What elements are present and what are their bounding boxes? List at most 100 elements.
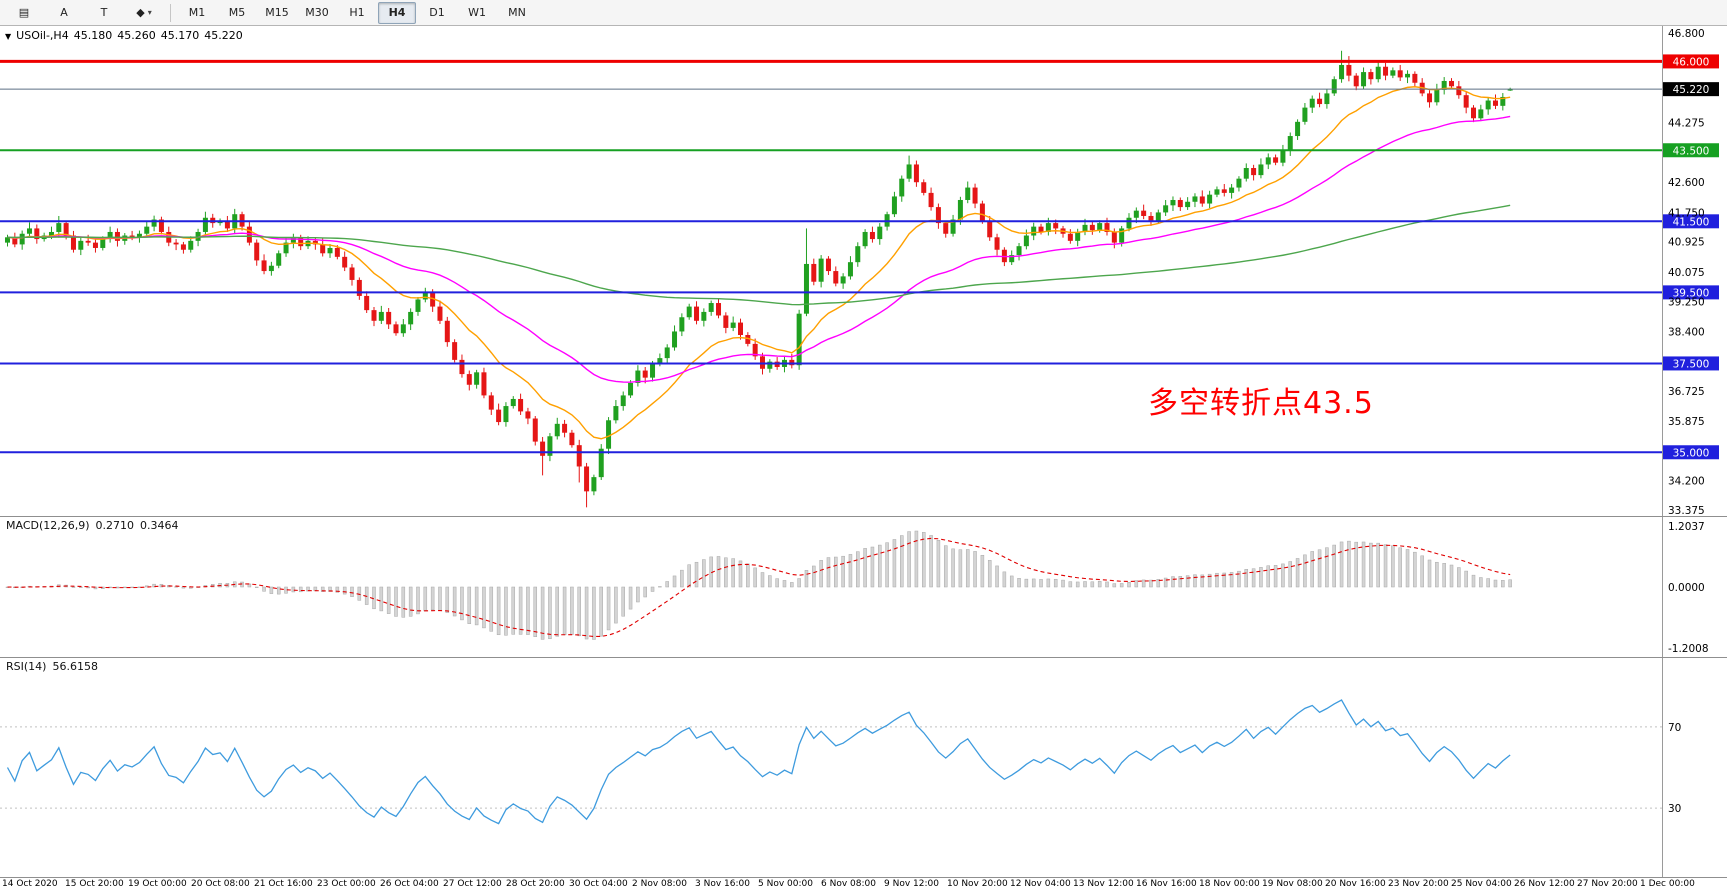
timeframe-button-mn[interactable]: MN <box>508 6 526 19</box>
candle-body <box>1229 187 1235 193</box>
shapes-tool-button[interactable]: ◆ ▾ <box>125 2 163 24</box>
macd-histogram-bar <box>848 554 853 588</box>
time-axis-label: 23 Nov 20:00 <box>1388 879 1449 889</box>
macd-histogram-bar <box>548 586 552 639</box>
text-tool-button[interactable]: A <box>45 2 83 24</box>
candle-body <box>173 242 179 245</box>
candle-body <box>825 258 831 272</box>
candle-body <box>129 235 135 238</box>
timeframe-button-h4[interactable]: H4 <box>378 1 416 24</box>
candle-body <box>1309 98 1315 108</box>
macd-panel[interactable]: 1.2037 0.0000 -1.2008 MACD(12,26,9) 0.2710 0… <box>0 517 1727 657</box>
candle-body <box>1221 189 1227 193</box>
time-axis-label: 13 Nov 12:00 <box>1073 879 1134 889</box>
moving-average-40-line[interactable] <box>7 115 1511 383</box>
macd-histogram-bar <box>1222 572 1227 588</box>
candle-body <box>400 324 406 334</box>
rsi-level-label: 30 <box>1668 803 1681 815</box>
text-label-tool-button[interactable]: T <box>85 2 123 24</box>
candle-body <box>342 256 348 268</box>
macd-histogram-bar <box>914 530 919 588</box>
candle-body <box>1441 80 1447 90</box>
candle-body <box>283 242 289 254</box>
panel-separator[interactable] <box>0 516 1727 517</box>
macd-histogram-bar <box>1149 579 1153 588</box>
macd-histogram-bar <box>570 586 574 635</box>
rsi-canvas[interactable]: 70 30 <box>0 658 1727 877</box>
macd-histogram-bar <box>511 586 516 635</box>
chart-annotation-text[interactable]: 多空转折点43.5 <box>1148 386 1374 421</box>
drawing-tools-button[interactable]: ▤ <box>5 2 43 24</box>
macd-histogram-bar <box>738 560 743 588</box>
candle-body <box>19 233 25 245</box>
time-axis[interactable]: 14 Oct 2020 15 Oct 20:00 19 Oct 00:00 20 Oc… <box>0 878 1727 892</box>
candle-body <box>437 306 443 321</box>
candle-body <box>716 303 722 316</box>
timeframe-button-w1[interactable]: W1 <box>468 6 486 19</box>
candle-body <box>723 315 729 328</box>
macd-histogram-bar <box>1046 578 1051 588</box>
candle-body <box>840 276 846 284</box>
timeframe-button-d1[interactable]: D1 <box>429 6 445 19</box>
price-tick-label: 33.375 <box>1668 505 1705 516</box>
candle-body <box>965 187 971 200</box>
moving-average-170-line[interactable] <box>7 204 1511 306</box>
candle-body <box>1133 210 1139 218</box>
macd-histogram-bar <box>680 569 684 588</box>
macd-histogram-bar <box>1215 572 1219 588</box>
candle-body <box>818 258 824 282</box>
candle-body <box>994 237 1000 250</box>
macd-histogram-bar <box>1339 541 1344 588</box>
timeframe-button-m1[interactable]: M1 <box>188 6 206 19</box>
rsi-line <box>6 699 1511 825</box>
candle-body <box>738 322 743 336</box>
price-tick-label: 40.075 <box>1668 267 1705 279</box>
macd-indicator-label: MACD(12,26,9) <box>6 519 90 532</box>
candle-body <box>591 477 597 492</box>
macd-histogram-bar <box>1112 583 1117 588</box>
candle-body <box>430 292 436 307</box>
candle-body <box>1243 168 1249 179</box>
macd-canvas[interactable]: 1.2037 0.0000 -1.2008 <box>0 517 1727 657</box>
macd-histogram-bar <box>1413 551 1417 588</box>
macd-histogram-bar <box>1479 577 1483 588</box>
timeframe-button-m30[interactable]: M30 <box>305 6 329 19</box>
candle-body <box>298 237 304 247</box>
price-line-badge-label: 41.500 <box>1673 216 1710 228</box>
candle-body <box>833 271 839 284</box>
candle-body <box>1023 235 1029 247</box>
macd-histogram-bar <box>1303 554 1307 588</box>
candle-body <box>730 322 736 328</box>
rsi-panel[interactable]: 70 30 RSI(14) 56.6158 <box>0 658 1727 877</box>
candle-body <box>180 244 186 250</box>
panel-separator[interactable] <box>0 877 1727 878</box>
timeframe-button-m5[interactable]: M5 <box>228 6 246 19</box>
macd-histogram-bar <box>1354 541 1358 588</box>
candle-body <box>525 411 531 419</box>
macd-histogram-bar <box>467 586 472 624</box>
macd-histogram-bar <box>262 586 266 592</box>
macd-histogram-bar <box>1237 570 1241 588</box>
candle-body <box>488 395 494 410</box>
macd-histogram-bar <box>174 586 178 588</box>
macd-histogram-bar <box>907 531 911 588</box>
macd-histogram-bar <box>856 551 860 588</box>
timeframe-button-h1[interactable]: H1 <box>349 6 365 19</box>
macd-histogram-bar <box>892 539 897 588</box>
candle-body <box>701 311 707 321</box>
candle-body <box>847 262 853 277</box>
candle-body <box>422 292 428 300</box>
timeframe-button-m15[interactable]: M15 <box>265 6 289 19</box>
candle-body <box>1302 107 1308 122</box>
panel-separator[interactable] <box>0 657 1727 658</box>
macd-histogram-bar <box>628 586 633 610</box>
macd-histogram-bar <box>1405 549 1410 588</box>
candle-body <box>1265 157 1271 165</box>
candle-body <box>136 233 142 238</box>
candle-body <box>576 445 582 467</box>
macd-histogram-bar <box>123 586 127 588</box>
macd-histogram-bar <box>460 586 464 621</box>
candle-body <box>1082 224 1088 232</box>
main-chart-canvas[interactable]: 46.000 43.500 41.500 39.500 37.500 35.000 45.2… <box>0 26 1727 517</box>
main-chart-panel[interactable]: 46.000 43.500 41.500 39.500 37.500 35.000 45.2… <box>0 26 1727 517</box>
